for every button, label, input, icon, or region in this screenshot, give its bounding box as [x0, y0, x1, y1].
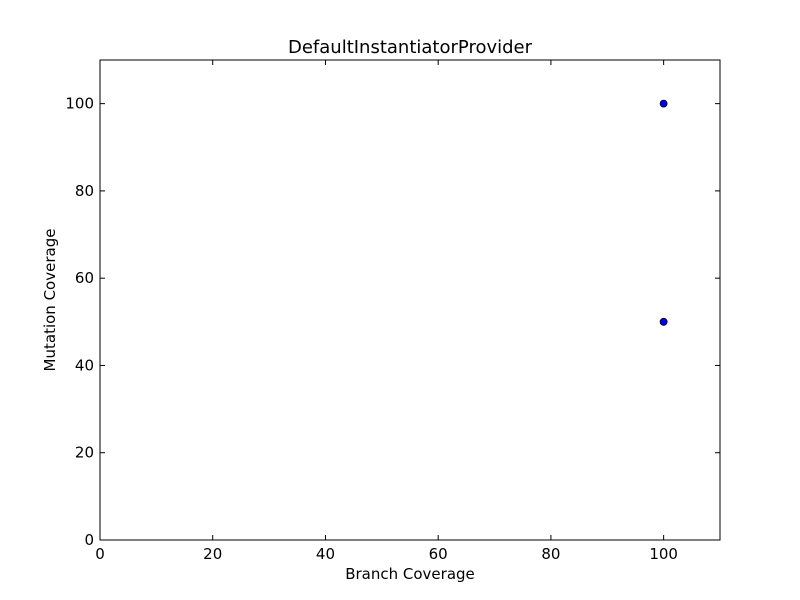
y-tick-label: 80 [75, 182, 94, 200]
x-axis: 0 20 40 60 80 100 [95, 60, 678, 563]
plot-area: 0 20 40 60 80 100 0 20 40 60 80 100 [65, 59, 721, 563]
plot-frame [99, 59, 721, 541]
y-axis: 0 20 40 60 80 100 [65, 95, 720, 549]
y-tick-label: 20 [75, 444, 94, 462]
x-tick-label: 40 [316, 545, 335, 563]
chart-title: DefaultInstantiatorProvider [288, 37, 533, 58]
data-points [659, 99, 668, 326]
y-axis-label: Mutation Coverage [41, 229, 59, 372]
x-axis-label: Branch Coverage [345, 565, 475, 583]
x-tick-label: 20 [203, 545, 222, 563]
y-tick-label: 60 [75, 269, 94, 287]
data-point [659, 317, 668, 326]
y-tick-label: 0 [84, 531, 94, 549]
x-tick-label: 100 [649, 545, 678, 563]
x-tick-label: 60 [429, 545, 448, 563]
y-tick-label: 40 [75, 356, 94, 374]
x-tick-label: 80 [541, 545, 560, 563]
x-tick-label: 0 [95, 545, 105, 563]
data-point [659, 99, 668, 108]
y-tick-label: 100 [65, 95, 94, 113]
